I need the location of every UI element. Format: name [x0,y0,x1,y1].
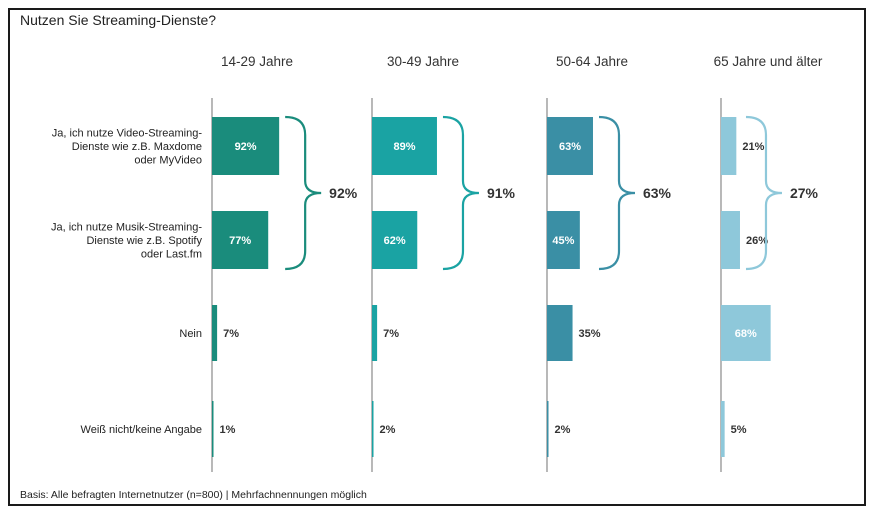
bar-value-label: 5% [731,424,747,436]
bar [372,305,378,361]
bar [721,401,725,457]
bar-value-label: 7% [383,328,399,340]
bar [721,117,737,175]
category-label: Weiß nicht/keine Angabe [81,424,202,436]
bar [372,401,374,457]
bar [547,117,593,175]
group-header: 30-49 Jahre [387,54,459,69]
category-label: oder Last.fm [141,249,202,261]
bar-value-label: 2% [555,424,571,436]
bar [372,117,437,175]
category-label: Dienste wie z.B. Spotify [86,235,202,247]
category-label: Ja, ich nutze Video-Streaming- [52,128,203,140]
bar [721,211,740,269]
group-header: 50-64 Jahre [556,54,628,69]
bracket-total-label: 91% [487,185,516,201]
brace-bracket [285,115,322,271]
bar [372,211,418,269]
group-header: 65 Jahre und älter [714,54,823,69]
bar [721,305,771,361]
brace-bracket [598,115,636,271]
bar-value-label: 45% [552,235,574,247]
bar-value-label: 62% [384,235,406,247]
bar [212,401,214,457]
category-label: Dienste wie z.B. Maxdome [72,141,202,153]
chart-title: Nutzen Sie Streaming-Dienste? [20,12,217,28]
bar-value-label: 63% [559,141,581,153]
bar [547,211,580,269]
bar-value-label: 26% [746,235,768,247]
bar-value-label: 92% [235,141,257,153]
bar-value-label: 35% [579,328,601,340]
category-label: oder MyVideo [134,155,202,167]
category-label: Nein [179,328,202,340]
bar [547,401,549,457]
group-header: 14-29 Jahre [221,54,293,69]
bar-value-label: 7% [223,328,239,340]
bracket-total-label: 27% [790,185,819,201]
bar [212,117,280,175]
bracket-total-label: 92% [329,185,358,201]
bar-value-label: 21% [742,141,764,153]
bar-value-label: 1% [220,424,236,436]
bar-value-label: 77% [229,235,251,247]
bar [212,211,269,269]
bar-value-label: 2% [380,424,396,436]
bracket-total-label: 63% [643,185,672,201]
bar-value-label: 68% [735,328,757,340]
brace-bracket [442,115,479,271]
brace-bracket [745,115,783,271]
bar [212,305,218,361]
bar [547,305,573,361]
chart-footnote: Basis: Alle befragten Internetnutzer (n=… [20,489,367,501]
category-label: Ja, ich nutze Musik-Streaming- [51,222,202,234]
bar-value-label: 89% [393,141,415,153]
